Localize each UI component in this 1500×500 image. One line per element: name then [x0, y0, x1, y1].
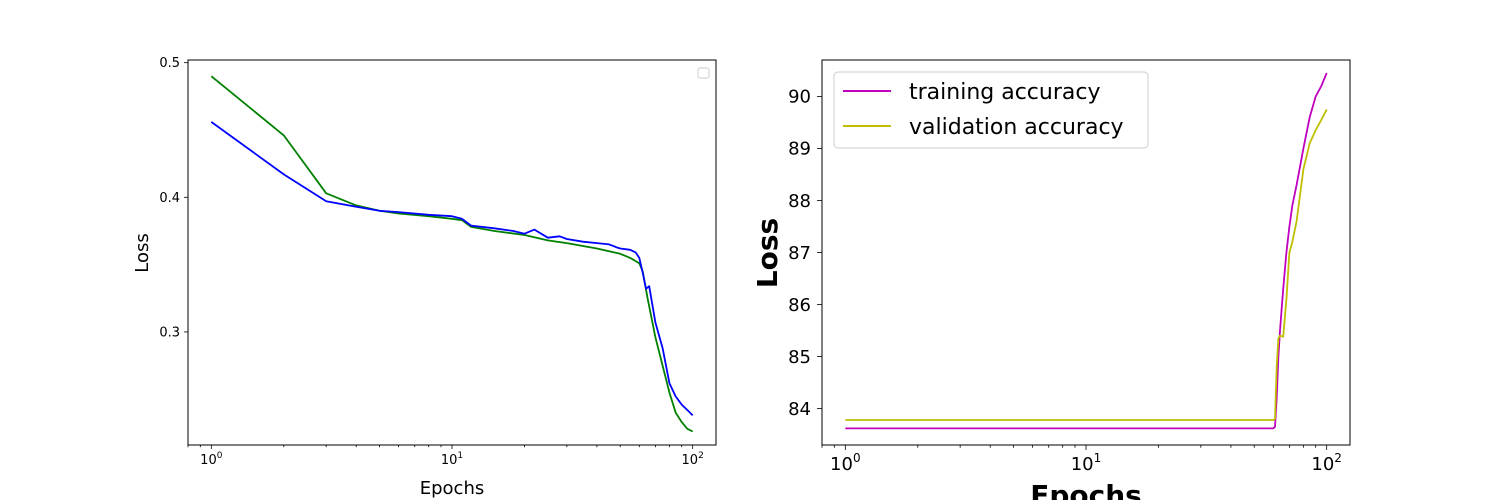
y-tick-label: 87	[788, 243, 811, 264]
loss-chart-panel: 0.3 0.4 0.5 100 101 102 Epochs Loss	[132, 56, 717, 499]
legend-label-validation: validation accuracy	[909, 115, 1124, 140]
ticks-layer: 84 85 86 87 88 89 90 100 101 102	[788, 87, 1342, 475]
y-tick-label: 0.5	[159, 56, 180, 71]
series-layer	[845, 72, 1328, 430]
series-1-line	[210, 121, 694, 417]
y-tick-label: 85	[788, 347, 811, 368]
y-tick-label: 90	[788, 87, 811, 108]
y-tick-label: 0.3	[159, 325, 180, 340]
x-tick-label: 100	[830, 451, 861, 475]
plot-area	[188, 60, 716, 445]
x-axis-label: Epochs	[1030, 479, 1142, 500]
y-tick-label: 0.4	[159, 191, 180, 206]
legend: training accuracy validation accuracy	[833, 71, 1149, 149]
x-tick-label: 101	[441, 451, 463, 468]
legend-label-training: training accuracy	[909, 80, 1100, 105]
validation-accuracy-line	[845, 108, 1328, 421]
x-axis-label: Epochs	[420, 478, 485, 499]
series-layer	[210, 75, 694, 433]
y-axis-label: Loss	[751, 218, 784, 288]
x-tick-label: 102	[1311, 451, 1342, 475]
y-tick-label: 86	[788, 295, 811, 316]
y-axis-label: Loss	[132, 233, 153, 272]
y-tick-label: 89	[788, 139, 811, 160]
y-tick-label: 88	[788, 191, 811, 212]
ticks-layer: 0.3 0.4 0.5 100 101 102	[159, 56, 704, 468]
x-tick-label: 102	[682, 451, 704, 468]
x-tick-label: 100	[200, 451, 223, 468]
legend-box	[833, 71, 1149, 149]
y-tick-label: 84	[788, 399, 811, 420]
legend-box	[697, 67, 710, 79]
x-tick-label: 101	[1071, 451, 1102, 475]
accuracy-chart-panel: 84 85 86 87 88 89 90 100 101 102 training accurac…	[751, 59, 1351, 500]
